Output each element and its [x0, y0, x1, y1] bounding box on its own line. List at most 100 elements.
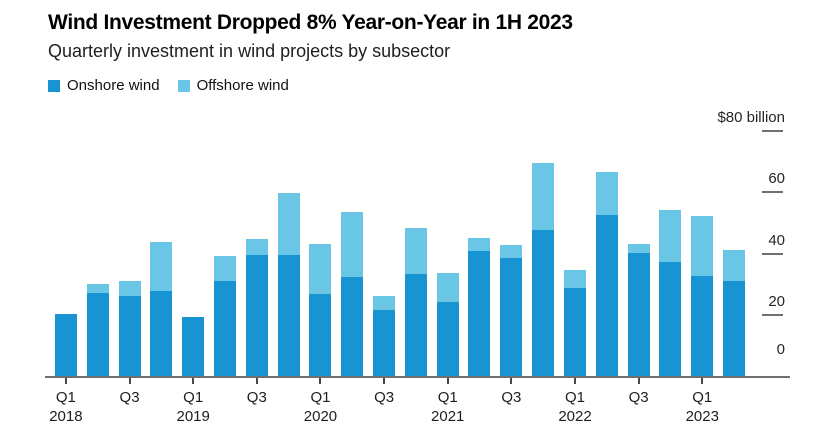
onshore-segment: [563, 288, 586, 377]
x-tick-label: Q1 2023: [686, 388, 719, 426]
x-tick-label: Q1 2018: [49, 388, 82, 426]
offshore-segment: [277, 193, 300, 255]
bar-slot: [718, 132, 750, 377]
x-tick-mark: [319, 378, 322, 384]
onshore-segment: [213, 280, 236, 377]
bar-q3-2019: [245, 239, 268, 377]
offshore-segment: [468, 237, 491, 252]
bar-q1-2022: [563, 269, 586, 377]
offshore-segment: [373, 295, 396, 310]
offshore-segment: [532, 162, 555, 230]
bar-q1-2023: [691, 216, 714, 377]
offshore-segment: [691, 216, 714, 276]
bar-q3-2020: [373, 295, 396, 377]
x-tick-label: Q1 2020: [304, 388, 337, 426]
x-year-label: 2018: [49, 408, 83, 425]
offshore-segment: [86, 283, 109, 293]
offshore-segment: [659, 210, 682, 263]
x-tick-mark: [383, 378, 386, 384]
onshore-segment: [595, 214, 618, 377]
x-tick-mark: [574, 378, 576, 384]
onshore-segment: [309, 294, 332, 377]
x-tick-mark: [510, 378, 513, 384]
bar-q4-2021: [532, 162, 555, 377]
offshore-segment: [150, 242, 173, 292]
offshore-segment: [341, 211, 364, 278]
offshore-segment: [500, 245, 523, 258]
bar-slot: [273, 132, 305, 377]
bar-slot: [145, 132, 177, 377]
plot-area: [50, 132, 750, 377]
x-year-label: 2022: [558, 408, 592, 425]
y-tick-label: 20: [768, 292, 785, 310]
y-tick-dash: [762, 313, 783, 316]
x-quarter-label: Q1: [692, 389, 713, 406]
onshore-segment: [722, 280, 745, 377]
bar-slot: [559, 132, 591, 377]
x-year-label: 2021: [431, 408, 465, 425]
bar-slot: [464, 132, 496, 377]
x-tick-mark: [701, 378, 704, 384]
onshore-segment: [245, 254, 268, 377]
legend-label: Onshore wind: [67, 77, 160, 94]
offshore-segment: [118, 280, 141, 296]
bar-q3-2021: [500, 245, 523, 377]
y-tick-label: 0: [776, 341, 785, 358]
bar-slot: [686, 132, 718, 377]
bar-q2-2018: [86, 283, 109, 377]
x-tick-mark: [192, 378, 195, 384]
bar-slot: [305, 132, 337, 377]
bar-slot: [209, 132, 241, 377]
bar-slot: [368, 132, 400, 377]
onshore-segment: [659, 262, 682, 377]
bar-q4-2018: [150, 242, 173, 377]
offshore-segment: [436, 272, 459, 302]
x-quarter-label: Q1: [55, 389, 76, 406]
x-tick-mark: [128, 378, 131, 384]
bar-slot: [82, 132, 114, 377]
onshore-segment: [373, 309, 396, 377]
offshore-segment: [245, 239, 268, 255]
offshore-segment: [309, 243, 332, 295]
bar-q2-2023: [722, 249, 745, 377]
x-quarter-label: Q3: [501, 389, 522, 406]
y-tick-dash: [762, 252, 783, 255]
bar-q1-2018: [54, 314, 77, 377]
legend-item-offshore: Offshore wind: [177, 77, 289, 94]
onshore-segment: [404, 274, 427, 377]
bar-q4-2019: [277, 193, 300, 377]
x-tick-label: Q3: [501, 388, 521, 407]
x-tick-label: Q3: [374, 388, 394, 407]
bar-slot: [591, 132, 623, 377]
offshore-swatch-icon: [177, 79, 190, 92]
offshore-segment: [213, 256, 236, 281]
onshore-swatch-icon: [48, 79, 60, 92]
bar-slot: [400, 132, 432, 377]
legend-label: Offshore wind: [196, 77, 289, 94]
y-tick-label: 40: [768, 231, 785, 249]
offshore-segment: [595, 171, 618, 215]
bar-q4-2020: [404, 228, 427, 377]
x-tick-label: Q3: [247, 388, 267, 407]
onshore-segment: [691, 275, 714, 377]
onshore-segment: [436, 301, 459, 377]
onshore-segment: [627, 252, 650, 377]
onshore-segment: [86, 292, 109, 377]
bar-q3-2018: [118, 280, 141, 377]
chart-subtitle: Quarterly investment in wind projects by…: [48, 41, 451, 61]
bar-q3-2022: [627, 243, 650, 377]
bar-q2-2019: [213, 256, 236, 377]
x-tick-label: Q1 2021: [431, 388, 464, 426]
x-quarter-label: Q1: [437, 389, 458, 406]
x-tick-mark: [255, 378, 258, 384]
x-year-label: 2020: [303, 408, 338, 425]
bar-slot: [114, 132, 146, 377]
y-tick-dash: [762, 130, 783, 132]
onshore-segment: [150, 291, 173, 377]
bar-q2-2020: [341, 211, 364, 377]
x-quarter-label: Q1: [183, 389, 204, 406]
bar-slot: [50, 132, 82, 377]
x-tick-mark: [446, 378, 449, 384]
legend: Onshore wind Offshore wind: [48, 77, 289, 94]
bar-slot: [241, 132, 273, 377]
